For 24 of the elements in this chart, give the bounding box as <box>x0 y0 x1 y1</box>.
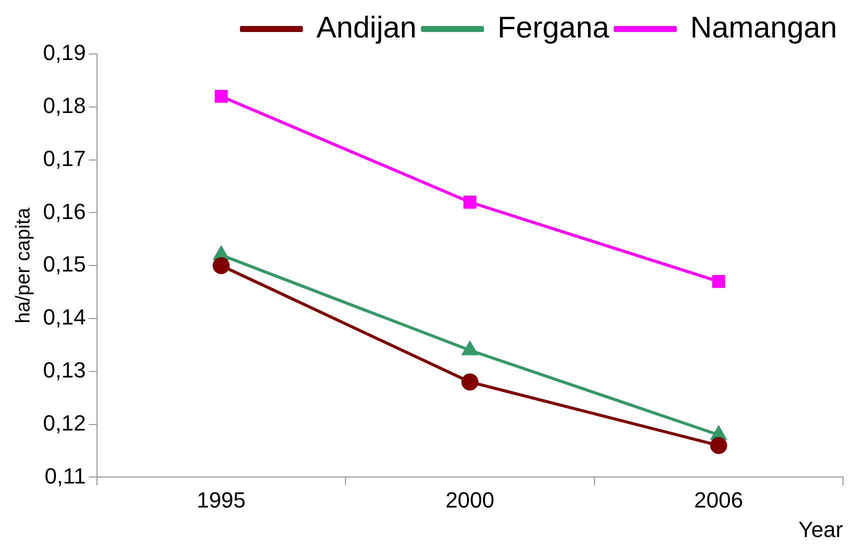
point <box>214 90 228 103</box>
point <box>461 373 478 390</box>
x-tick-label: 1995 <box>196 487 246 512</box>
legend-label: Fergana <box>498 11 610 44</box>
point <box>462 342 478 356</box>
y-axis-title: ha/per capita <box>12 206 35 324</box>
x-tick-label: 2000 <box>445 487 494 512</box>
y-tick-label: 0,15 <box>42 252 86 277</box>
y-tick-label: 0,13 <box>42 357 86 382</box>
y-tick-label: 0,11 <box>44 463 86 488</box>
point <box>710 436 728 454</box>
legend-label: Andijan <box>316 11 416 44</box>
y-tick-label: 0,19 <box>42 40 86 66</box>
x-tick-label: 2006 <box>694 487 744 512</box>
point <box>463 196 476 209</box>
y-tick-label: 0,18 <box>42 92 86 118</box>
y-tick-label: 0,12 <box>42 410 86 436</box>
point <box>212 257 230 274</box>
point <box>712 275 726 288</box>
x-axis-title: Year <box>798 516 843 542</box>
y-tick-label: 0,17 <box>42 146 86 171</box>
legend-label: Namangan <box>690 11 838 44</box>
y-tick-label: 0,14 <box>42 304 86 330</box>
y-tick-label: 0,16 <box>42 198 86 224</box>
